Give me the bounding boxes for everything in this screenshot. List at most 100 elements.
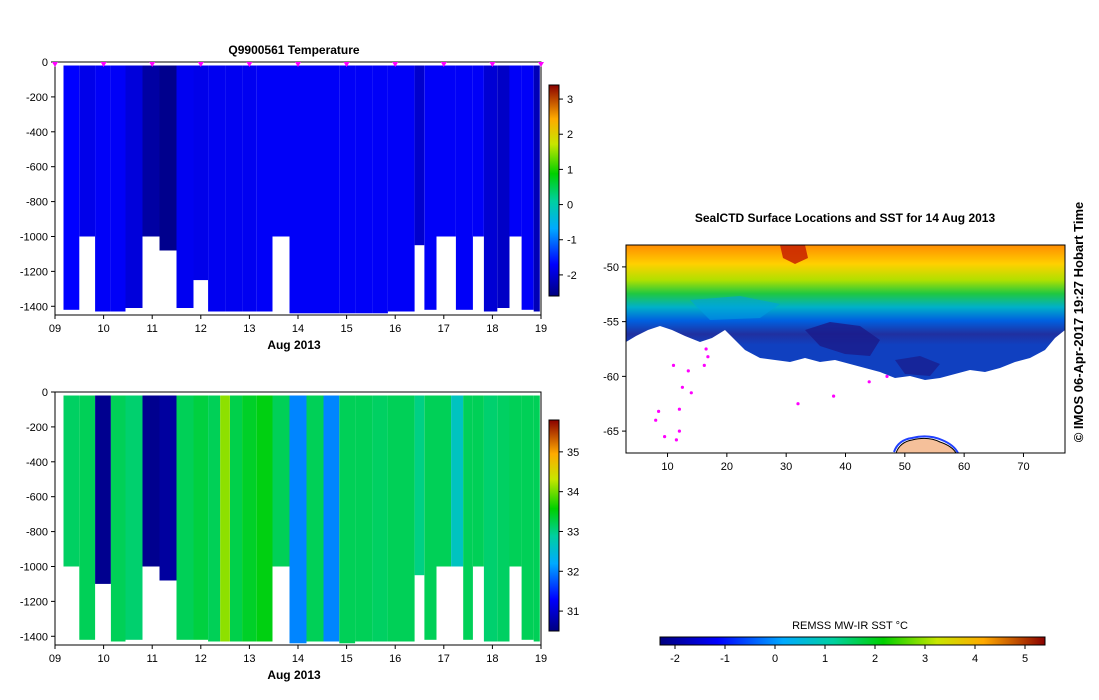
temperature-cell (225, 65, 243, 312)
colorbar-tick-label: 35 (567, 447, 579, 459)
colorbar-tick-label: -2 (567, 270, 577, 282)
temperature-cell (323, 65, 340, 314)
temperature-profile-markers (52, 62, 544, 67)
temperature-cell (436, 65, 456, 237)
y-tick-label: -1400 (20, 301, 48, 313)
y-tick-label: -1400 (20, 631, 48, 643)
map-x-tick-label: 60 (958, 461, 970, 473)
temperature-cell (473, 65, 484, 237)
y-tick-label: -800 (26, 527, 48, 539)
x-tick-label: 16 (389, 323, 401, 335)
colorbar-tick-label: 3 (567, 94, 573, 106)
salinity-x-label: Aug 2013 (267, 668, 321, 682)
x-tick-label: 11 (146, 323, 157, 335)
temperature-cell (159, 65, 177, 251)
salinity-cell (323, 395, 340, 642)
map-x-tick-label: 30 (780, 461, 792, 473)
salinity-cell (110, 395, 126, 642)
temperature-cell (483, 65, 498, 312)
x-tick-label: 18 (486, 323, 498, 335)
temperature-y-axis: 0 -200 -400 -600 -800 -1000 -1200 -1400 (20, 57, 55, 313)
x-tick-label: 09 (49, 653, 61, 665)
temperature-cell (521, 65, 534, 310)
x-tick-label: 17 (438, 323, 450, 335)
track-point (680, 385, 685, 389)
temperature-cell (509, 65, 522, 237)
profile-marker (197, 62, 204, 67)
temperature-cell (455, 65, 473, 310)
y-tick-label: -1200 (20, 266, 48, 278)
sst-colorbar-ticks: -2 -1 0 1 2 3 4 5 (670, 645, 1028, 665)
y-tick-label: -400 (26, 127, 48, 139)
track-point (796, 402, 800, 406)
colorbar-tick-label: 32 (567, 566, 579, 578)
salinity-panel: 0 -200 -400 -600 -800 -1000 -1200 -1400 09 10 11 1… (20, 387, 579, 682)
salinity-cell (95, 395, 111, 584)
salinity-cell (473, 395, 484, 567)
map-x-tick-label: 40 (839, 461, 851, 473)
y-tick-label: -1200 (20, 596, 48, 608)
colorbar-tick-label: 31 (567, 606, 579, 618)
temperature-cell (110, 65, 126, 312)
x-tick-label: 14 (292, 323, 304, 335)
salinity-cell (220, 395, 230, 642)
x-tick-label: 18 (486, 653, 498, 665)
profile-marker (392, 62, 399, 67)
salinity-y-axis: 0 -200 -400 -600 -800 -1000 -1200 -1400 (20, 387, 55, 643)
map-x-tick-label: 20 (721, 461, 733, 473)
salinity-cell (483, 395, 498, 642)
sst-colorbar (659, 636, 1046, 646)
temperature-cell (424, 65, 437, 310)
seal-track (654, 347, 889, 442)
map-x-tick-label: 10 (661, 461, 673, 473)
imos-credit: © IMOS 06-Apr-2017 19:27 Hobart Time (1071, 202, 1086, 443)
salinity-cell (306, 395, 324, 642)
salinity-cell (521, 395, 534, 640)
salinity-cell (463, 395, 473, 640)
y-tick-label: -400 (26, 457, 48, 469)
salinity-cell (497, 395, 510, 642)
salinity-cell (193, 395, 209, 640)
antarctic-land (895, 437, 957, 453)
track-point (704, 347, 708, 351)
map-x-tick-label: 50 (899, 461, 911, 473)
temperature-cell (142, 65, 160, 237)
map-y-tick-label: -50 (603, 262, 619, 274)
temperature-title: Q9900561 Temperature (228, 43, 360, 57)
track-point (832, 394, 836, 398)
temperature-cell (95, 65, 111, 312)
temperature-cell (208, 65, 226, 312)
temperature-cell (306, 65, 324, 314)
salinity-cell (424, 395, 437, 640)
x-tick-label: 11 (146, 653, 157, 665)
colorbar-tick-label: -1 (567, 235, 577, 247)
colorbar-tick-label: 34 (567, 487, 579, 499)
sst-colorbar-tick-label: 3 (922, 653, 928, 665)
sst-colorbar-tick-label: 2 (872, 653, 878, 665)
y-tick-label: -200 (26, 92, 48, 104)
track-point (654, 418, 658, 422)
y-tick-label: 0 (42, 387, 48, 399)
track-point (677, 407, 682, 411)
x-tick-label: 12 (195, 653, 207, 665)
profile-marker (343, 62, 350, 67)
x-tick-label: 16 (389, 653, 401, 665)
salinity-cell (79, 395, 96, 640)
salinity-cell (208, 395, 221, 642)
profile-marker (295, 62, 301, 67)
x-tick-label: 17 (438, 653, 450, 665)
profile-marker (149, 62, 156, 67)
track-point (677, 429, 682, 433)
salinity-cell (176, 395, 194, 640)
x-tick-label: 19 (535, 323, 547, 335)
temperature-cell (414, 65, 425, 246)
y-tick-label: 0 (42, 57, 48, 69)
sst-field (626, 245, 1065, 453)
salinity-cell (242, 395, 257, 642)
profile-marker (538, 62, 544, 67)
temperature-cell (176, 65, 194, 308)
track-point (706, 355, 710, 359)
sst-map-y-axis: -50 -55 -60 -65 (603, 262, 626, 438)
salinity-cell (289, 395, 307, 644)
sst-colorbar-tick-label: -1 (720, 653, 730, 665)
